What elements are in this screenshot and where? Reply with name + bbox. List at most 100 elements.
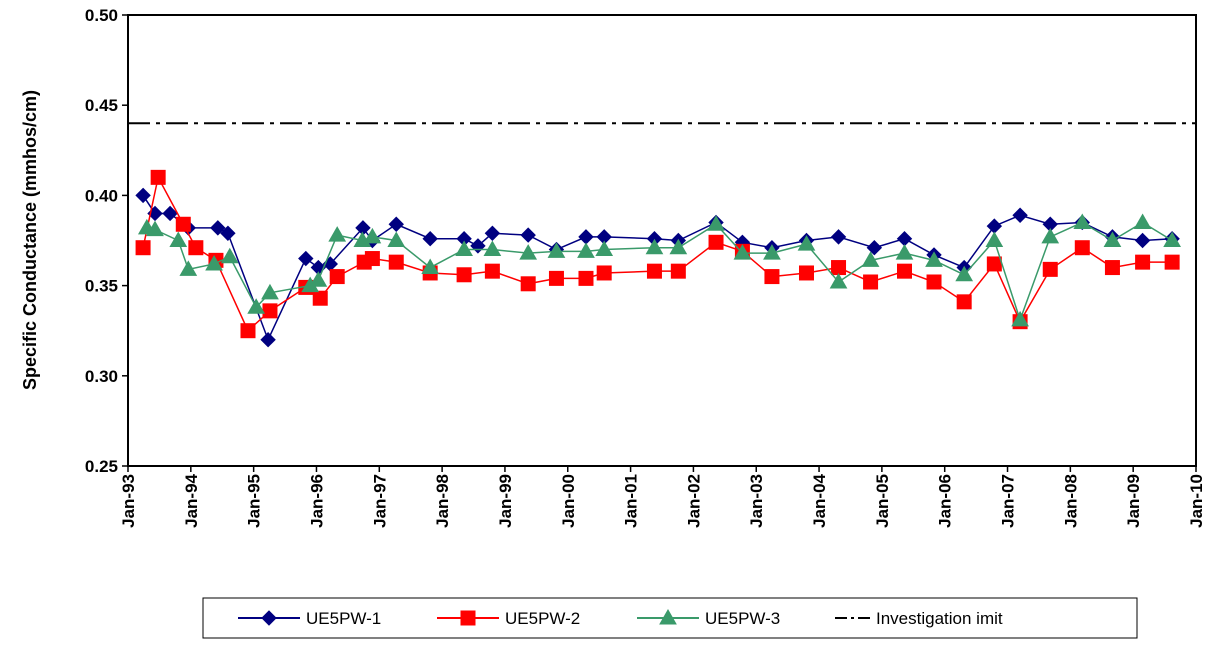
x-tick-label: Jan-98: [433, 474, 452, 528]
marker: [797, 235, 816, 251]
marker: [519, 244, 538, 260]
marker: [135, 240, 151, 256]
marker: [764, 269, 780, 285]
marker: [298, 250, 314, 267]
marker: [309, 271, 328, 287]
marker: [363, 227, 382, 244]
x-tick-label: Jan-97: [370, 474, 389, 528]
marker: [220, 247, 239, 264]
legend-label: UE5PW-3: [705, 609, 780, 628]
x-tick-label: Jan-10: [1187, 474, 1206, 528]
marker: [247, 298, 266, 314]
marker: [578, 270, 594, 286]
marker: [135, 187, 151, 204]
marker: [548, 270, 564, 286]
marker: [707, 215, 725, 231]
marker: [763, 244, 781, 260]
marker: [388, 216, 404, 232]
marker: [1164, 254, 1180, 270]
marker: [421, 258, 440, 275]
marker: [708, 234, 724, 250]
marker: [329, 269, 345, 285]
marker: [150, 169, 166, 185]
marker: [646, 263, 662, 279]
marker: [328, 226, 347, 242]
x-tick-label: Jan-04: [810, 473, 829, 527]
marker: [210, 220, 226, 236]
marker: [595, 240, 614, 257]
marker: [863, 274, 879, 290]
marker: [388, 254, 404, 270]
marker: [1074, 240, 1090, 256]
marker: [926, 274, 942, 290]
marker: [896, 230, 913, 247]
marker: [896, 263, 912, 279]
x-tick-label: Jan-05: [873, 474, 892, 528]
marker: [669, 238, 688, 255]
marker: [1012, 207, 1028, 223]
marker: [925, 251, 943, 267]
marker: [240, 323, 256, 339]
marker: [188, 240, 204, 256]
legend-label: UE5PW-2: [505, 609, 580, 628]
marker: [670, 263, 686, 279]
x-tick-label: Jan-99: [496, 474, 515, 528]
marker: [895, 244, 914, 260]
marker: [484, 225, 501, 241]
y-tick-label: 0.25: [85, 457, 118, 476]
marker: [162, 205, 178, 222]
marker: [261, 283, 279, 300]
marker: [955, 265, 974, 282]
marker: [1073, 213, 1092, 229]
x-tick-label: Jan-02: [684, 474, 703, 528]
marker: [1135, 254, 1151, 270]
x-tick-label: Jan-07: [999, 474, 1018, 528]
marker: [733, 244, 752, 260]
marker: [220, 225, 236, 241]
x-tick-label: Jan-09: [1124, 474, 1143, 528]
y-tick-label: 0.40: [85, 186, 118, 205]
marker: [387, 231, 406, 247]
marker: [831, 260, 847, 276]
legend-label: UE5PW-1: [306, 609, 381, 628]
marker: [1133, 213, 1152, 229]
x-tick-label: Jan-00: [559, 474, 578, 528]
marker: [596, 265, 612, 281]
y-axis-title: Specific Conductance (mmhos/cm): [20, 90, 40, 390]
y-tick-label: 0.30: [85, 367, 118, 386]
x-tick-label: Jan-08: [1061, 474, 1080, 528]
marker: [260, 332, 276, 348]
x-tick-label: Jan-03: [747, 474, 766, 528]
marker: [455, 240, 473, 257]
marker: [169, 231, 188, 247]
marker: [1163, 231, 1181, 247]
legend-marker: [261, 610, 277, 626]
marker: [179, 260, 198, 276]
marker: [1103, 231, 1122, 247]
marker: [1011, 310, 1029, 327]
y-tick-label: 0.50: [85, 6, 118, 25]
marker: [422, 230, 438, 247]
marker: [484, 263, 500, 279]
marker: [262, 303, 278, 319]
x-tick-label: Jan-95: [245, 474, 264, 528]
marker: [364, 251, 380, 267]
plot-area: [127, 14, 1197, 467]
marker: [829, 272, 848, 289]
marker: [175, 216, 191, 232]
marker: [312, 290, 328, 306]
marker: [205, 254, 223, 271]
marker: [798, 265, 814, 281]
marker: [577, 242, 595, 258]
marker: [547, 242, 566, 258]
marker: [483, 240, 502, 257]
marker: [956, 294, 972, 310]
marker: [830, 229, 847, 245]
legend-marker: [659, 608, 677, 625]
marker: [861, 251, 880, 267]
y-tick-label: 0.35: [85, 277, 118, 296]
x-tick-label: Jan-01: [622, 474, 641, 528]
marker: [146, 220, 164, 237]
marker: [866, 240, 883, 256]
